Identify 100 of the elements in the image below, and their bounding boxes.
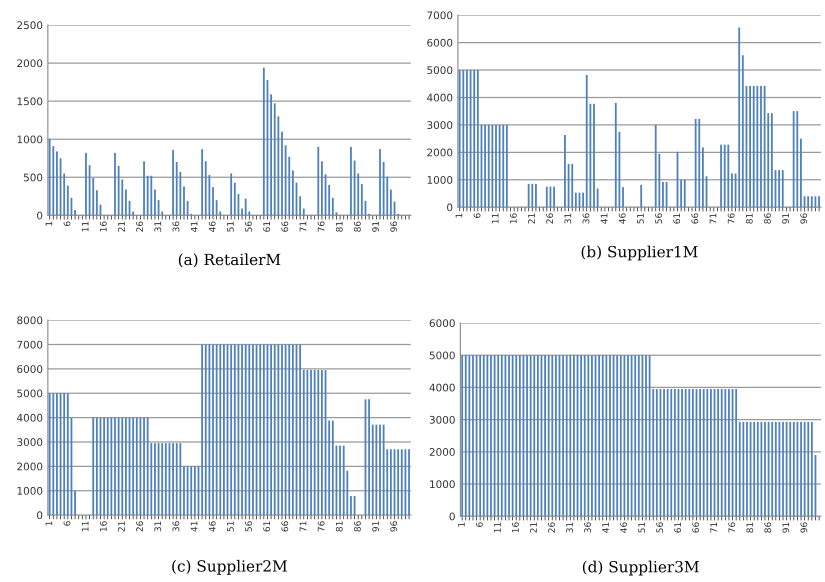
x-tick-label: 81 bbox=[746, 522, 754, 533]
x-tick-label: 41 bbox=[602, 522, 609, 533]
x-tick-label: 11 bbox=[82, 222, 88, 232]
x-tick-label: 71 bbox=[300, 521, 306, 532]
x-tick-label: 11 bbox=[492, 214, 498, 224]
y-tick-label: 0 bbox=[37, 511, 42, 520]
x-tick-label: 31 bbox=[566, 522, 573, 533]
x-tick-label: 46 bbox=[208, 221, 216, 232]
text: (c) Supplier2M bbox=[172, 560, 287, 575]
y-tick-label: 8000 bbox=[17, 316, 42, 324]
x-tick-label: 76 bbox=[318, 521, 325, 532]
y-tick-label: 1500 bbox=[18, 97, 42, 106]
y-tick-label: 1000 bbox=[18, 486, 42, 495]
x-tick-label: 16 bbox=[100, 221, 107, 232]
x-tick-label: 31 bbox=[564, 214, 572, 224]
y-tick-label: 6000 bbox=[17, 365, 42, 373]
x-tick-label: 46 bbox=[208, 521, 216, 532]
y-tick-label: 0 bbox=[450, 512, 455, 520]
x-tick-label: 21 bbox=[530, 522, 537, 533]
x-tick-label: 1 bbox=[46, 222, 52, 226]
y-tick-label: 500 bbox=[24, 174, 42, 182]
x-tick-label: 26 bbox=[136, 521, 144, 532]
x-tick-label: 1 bbox=[458, 522, 465, 527]
x-tick-label: 61 bbox=[673, 214, 680, 224]
x-tick-label: 26 bbox=[136, 221, 144, 232]
y-tick-label: 2000 bbox=[17, 462, 42, 470]
x-tick-label: 51 bbox=[637, 214, 644, 224]
x-tick-label: 96 bbox=[390, 221, 398, 232]
y-tick-label: 6000 bbox=[430, 319, 455, 328]
y-tick-label: 1000 bbox=[18, 135, 42, 144]
x-tick-label: 76 bbox=[728, 213, 735, 224]
y-tick-label: 2500 bbox=[17, 21, 42, 30]
x-tick-label: 56 bbox=[655, 213, 662, 224]
x-tick-label: 41 bbox=[190, 222, 198, 232]
x-tick-label: 91 bbox=[782, 522, 790, 533]
x-tick-label: 36 bbox=[584, 522, 591, 533]
x-tick-label: 56 bbox=[656, 522, 664, 533]
x-tick-label: 36 bbox=[582, 213, 590, 224]
x-tick-label: 71 bbox=[710, 214, 716, 224]
x-tick-label: 11 bbox=[82, 521, 88, 532]
x-tick-label: 31 bbox=[154, 222, 162, 232]
x-tick-label: 86 bbox=[764, 213, 771, 224]
x-tick-label: 86 bbox=[764, 522, 772, 533]
y-tick-label: 6000 bbox=[427, 38, 452, 47]
x-tick-label: 91 bbox=[372, 521, 379, 532]
x-tick-label: 86 bbox=[354, 521, 361, 532]
text: (d) Supplier3M bbox=[582, 560, 699, 576]
x-tick-label: 71 bbox=[300, 222, 306, 232]
y-tick-label: 5000 bbox=[17, 389, 42, 398]
x-tick-label: 16 bbox=[100, 521, 107, 532]
x-tick-label: 81 bbox=[336, 521, 343, 532]
x-tick-label: 41 bbox=[190, 521, 198, 532]
x-tick-label: 96 bbox=[800, 213, 808, 224]
x-tick-label: 61 bbox=[263, 222, 270, 232]
y-tick-label: 4000 bbox=[16, 414, 42, 422]
x-tick-label: 6 bbox=[64, 521, 70, 526]
y-tick-label: 2000 bbox=[427, 148, 452, 156]
x-tick-label: 41 bbox=[600, 214, 608, 224]
x-tick-label: 6 bbox=[64, 221, 70, 226]
x-tick-label: 56 bbox=[245, 521, 252, 532]
x-tick-label: 36 bbox=[172, 521, 180, 532]
x-tick-label: 76 bbox=[728, 522, 736, 533]
x-tick-label: 51 bbox=[227, 222, 234, 232]
x-tick-label: 51 bbox=[638, 522, 646, 533]
x-tick-label: 21 bbox=[118, 521, 125, 532]
x-tick-label: 96 bbox=[800, 522, 808, 533]
y-tick-label: 7000 bbox=[17, 340, 42, 349]
x-tick-label: 86 bbox=[354, 221, 361, 232]
y-tick-label: 1000 bbox=[428, 176, 452, 184]
x-tick-label: 61 bbox=[263, 521, 270, 532]
x-tick-label: 61 bbox=[674, 522, 682, 533]
x-tick-label: 46 bbox=[620, 522, 628, 533]
x-tick-label: 66 bbox=[692, 522, 700, 533]
x-tick-label: 51 bbox=[227, 521, 234, 532]
x-tick-label: 66 bbox=[691, 213, 698, 224]
x-tick-label: 6 bbox=[474, 213, 480, 218]
x-tick-label: 96 bbox=[390, 521, 398, 532]
x-tick-label: 71 bbox=[710, 522, 718, 533]
x-tick-label: 76 bbox=[318, 221, 325, 232]
x-tick-label: 66 bbox=[281, 521, 288, 532]
text: (b) Supplier1M bbox=[582, 246, 698, 260]
x-tick-label: 81 bbox=[336, 222, 343, 232]
x-tick-label: 1 bbox=[46, 521, 52, 526]
y-tick-label: 2000 bbox=[430, 448, 455, 456]
x-tick-label: 56 bbox=[245, 221, 252, 232]
x-tick-label: 26 bbox=[548, 522, 555, 533]
x-tick-label: 16 bbox=[510, 213, 517, 224]
y-tick-label: 4000 bbox=[429, 384, 455, 392]
y-tick-label: 5000 bbox=[427, 66, 452, 74]
x-tick-label: 91 bbox=[372, 222, 379, 232]
y-tick-label: 1000 bbox=[430, 480, 455, 488]
text: (a) RetailerM bbox=[178, 253, 280, 268]
y-tick-label: 3000 bbox=[430, 416, 455, 424]
y-tick-label: 0 bbox=[447, 203, 452, 212]
x-tick-label: 31 bbox=[154, 521, 162, 532]
y-tick-label: 3000 bbox=[17, 438, 42, 446]
y-tick-label: 0 bbox=[37, 212, 42, 220]
y-tick-label: 7000 bbox=[427, 11, 452, 20]
y-tick-label: 3000 bbox=[427, 121, 452, 129]
x-tick-label: 21 bbox=[118, 222, 125, 232]
